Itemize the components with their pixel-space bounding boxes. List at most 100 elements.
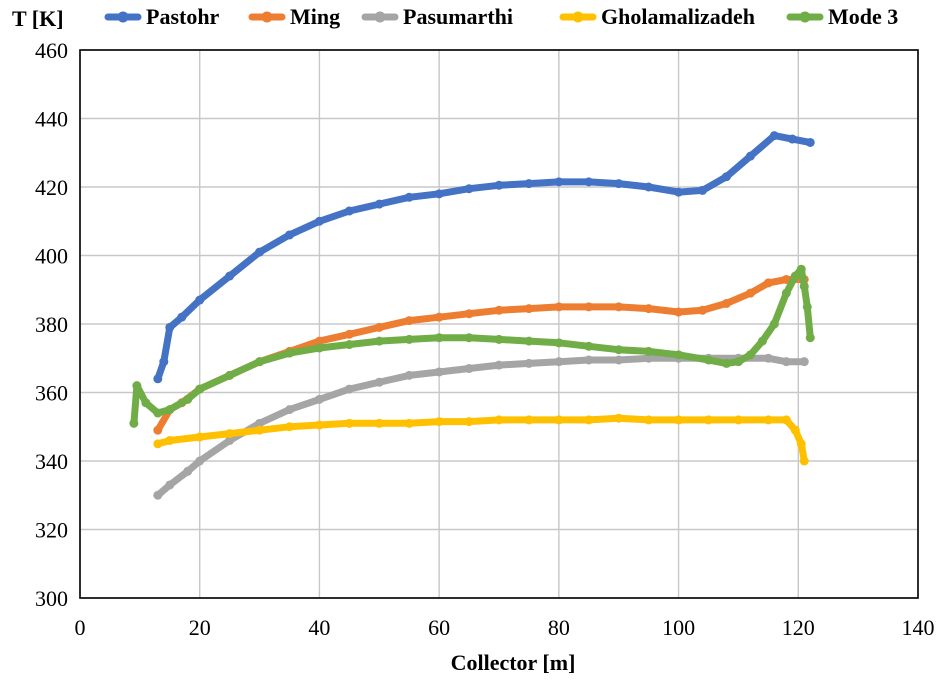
data-point-pastohr bbox=[225, 271, 235, 281]
legend-label: Mode 3 bbox=[828, 4, 898, 29]
data-point-pasumarthi bbox=[434, 367, 444, 377]
data-point-gholamalizadeh bbox=[790, 425, 800, 435]
legend-item-ming: Ming bbox=[248, 4, 340, 29]
data-point-gholamalizadeh bbox=[674, 415, 684, 425]
data-point-gholamalizadeh bbox=[799, 456, 809, 466]
data-point-gholamalizadeh bbox=[644, 415, 654, 425]
data-point-mode-3 bbox=[524, 336, 534, 346]
y-tick-label: 440 bbox=[35, 107, 68, 132]
data-point-mode-3 bbox=[781, 288, 791, 298]
data-point-pasumarthi bbox=[763, 353, 773, 363]
series-mode-3 bbox=[129, 264, 815, 428]
data-point-gholamalizadeh bbox=[344, 418, 354, 428]
data-point-ming bbox=[153, 425, 163, 435]
data-point-ming bbox=[374, 322, 384, 332]
data-point-mode-3 bbox=[584, 341, 594, 351]
data-point-ming bbox=[614, 302, 624, 312]
data-point-pastohr bbox=[314, 216, 324, 226]
legend-label: Ming bbox=[290, 4, 340, 29]
data-point-gholamalizadeh bbox=[796, 439, 806, 449]
x-tick-label: 60 bbox=[428, 615, 450, 640]
legend-label: Pasumarthi bbox=[403, 4, 513, 29]
data-point-ming bbox=[644, 304, 654, 314]
data-point-ming bbox=[524, 304, 534, 314]
data-point-mode-3 bbox=[404, 334, 414, 344]
data-point-gholamalizadeh bbox=[614, 413, 624, 423]
tick-labels: 300 320 340 360 380 400 420 440 460 0 20 40 60 80 100 1… bbox=[35, 38, 935, 640]
data-point-pastohr bbox=[614, 179, 624, 189]
series-line-gholamalizadeh bbox=[154, 414, 808, 465]
data-point-mode-3 bbox=[374, 336, 384, 346]
y-tick-label: 320 bbox=[35, 518, 68, 543]
data-point-pastohr bbox=[674, 187, 684, 197]
data-point-ming bbox=[464, 309, 474, 319]
data-point-gholamalizadeh bbox=[374, 418, 384, 428]
legend-marker bbox=[572, 11, 584, 23]
data-point-mode-3 bbox=[757, 336, 767, 346]
data-point-ming bbox=[674, 307, 684, 317]
series-line-mode-3 bbox=[130, 265, 814, 427]
data-point-ming bbox=[494, 305, 504, 315]
data-point-mode-3 bbox=[344, 340, 354, 350]
data-point-mode-3 bbox=[614, 345, 624, 355]
data-point-pasumarthi bbox=[404, 370, 414, 380]
data-point-gholamalizadeh bbox=[434, 417, 444, 427]
data-point-pastohr bbox=[769, 131, 779, 141]
data-point-mode-3 bbox=[153, 408, 163, 418]
data-point-pastohr bbox=[153, 374, 163, 384]
data-point-mode-3 bbox=[790, 271, 800, 281]
data-point-pasumarthi bbox=[464, 364, 474, 374]
data-point-pasumarthi bbox=[285, 405, 294, 415]
data-point-pastohr bbox=[285, 230, 294, 240]
data-point-gholamalizadeh bbox=[554, 415, 564, 425]
data-point-pastohr bbox=[464, 184, 474, 194]
data-point-pastohr bbox=[494, 180, 504, 190]
data-point-mode-3 bbox=[721, 358, 731, 368]
data-point-pastohr bbox=[344, 206, 354, 216]
x-tick-label: 140 bbox=[902, 615, 935, 640]
y-tick-label: 420 bbox=[35, 175, 68, 200]
legend-marker bbox=[374, 11, 386, 23]
data-point-pasumarthi bbox=[799, 357, 809, 367]
data-point-ming bbox=[404, 316, 414, 326]
data-point-pasumarthi bbox=[165, 480, 175, 490]
data-point-pastohr bbox=[434, 189, 444, 199]
legend-item-pastohr: Pastohr bbox=[104, 4, 220, 29]
data-point-pasumarthi bbox=[584, 355, 594, 365]
data-point-ming bbox=[584, 302, 594, 312]
data-point-gholamalizadeh bbox=[255, 425, 265, 435]
data-point-pastohr bbox=[177, 312, 187, 322]
data-point-ming bbox=[314, 336, 324, 346]
plot-area-frame bbox=[79, 49, 919, 599]
y-tick-label: 300 bbox=[35, 586, 68, 611]
data-point-pastohr bbox=[255, 247, 265, 257]
data-point-pasumarthi bbox=[644, 353, 654, 363]
data-point-pastohr bbox=[404, 192, 414, 202]
x-tick-label: 100 bbox=[662, 615, 695, 640]
data-point-gholamalizadeh bbox=[781, 415, 791, 425]
data-point-pastohr bbox=[787, 134, 797, 144]
data-point-ming bbox=[745, 288, 755, 298]
data-point-mode-3 bbox=[225, 370, 235, 380]
data-point-pasumarthi bbox=[524, 358, 534, 368]
data-point-gholamalizadeh bbox=[494, 415, 504, 425]
legend-label: Gholamalizadeh bbox=[601, 4, 755, 29]
data-point-pastohr bbox=[644, 182, 654, 192]
data-point-pasumarthi bbox=[344, 384, 354, 394]
data-point-mode-3 bbox=[464, 333, 474, 343]
data-point-mode-3 bbox=[802, 302, 812, 312]
data-point-gholamalizadeh bbox=[524, 415, 534, 425]
data-point-mode-3 bbox=[769, 319, 779, 329]
data-point-mode-3 bbox=[805, 333, 815, 343]
data-point-ming bbox=[698, 305, 708, 315]
y-tick-label: 380 bbox=[35, 312, 68, 337]
series-pasumarthi bbox=[153, 353, 809, 500]
data-point-pastohr bbox=[159, 357, 169, 367]
data-point-mode-3 bbox=[141, 398, 151, 408]
x-tick-label: 20 bbox=[189, 615, 211, 640]
y-tick-label: 460 bbox=[35, 38, 68, 63]
data-point-pasumarthi bbox=[781, 357, 791, 367]
x-axis-title: Collector [m] bbox=[451, 650, 576, 675]
data-point-mode-3 bbox=[434, 333, 444, 343]
data-point-ming bbox=[763, 278, 773, 288]
